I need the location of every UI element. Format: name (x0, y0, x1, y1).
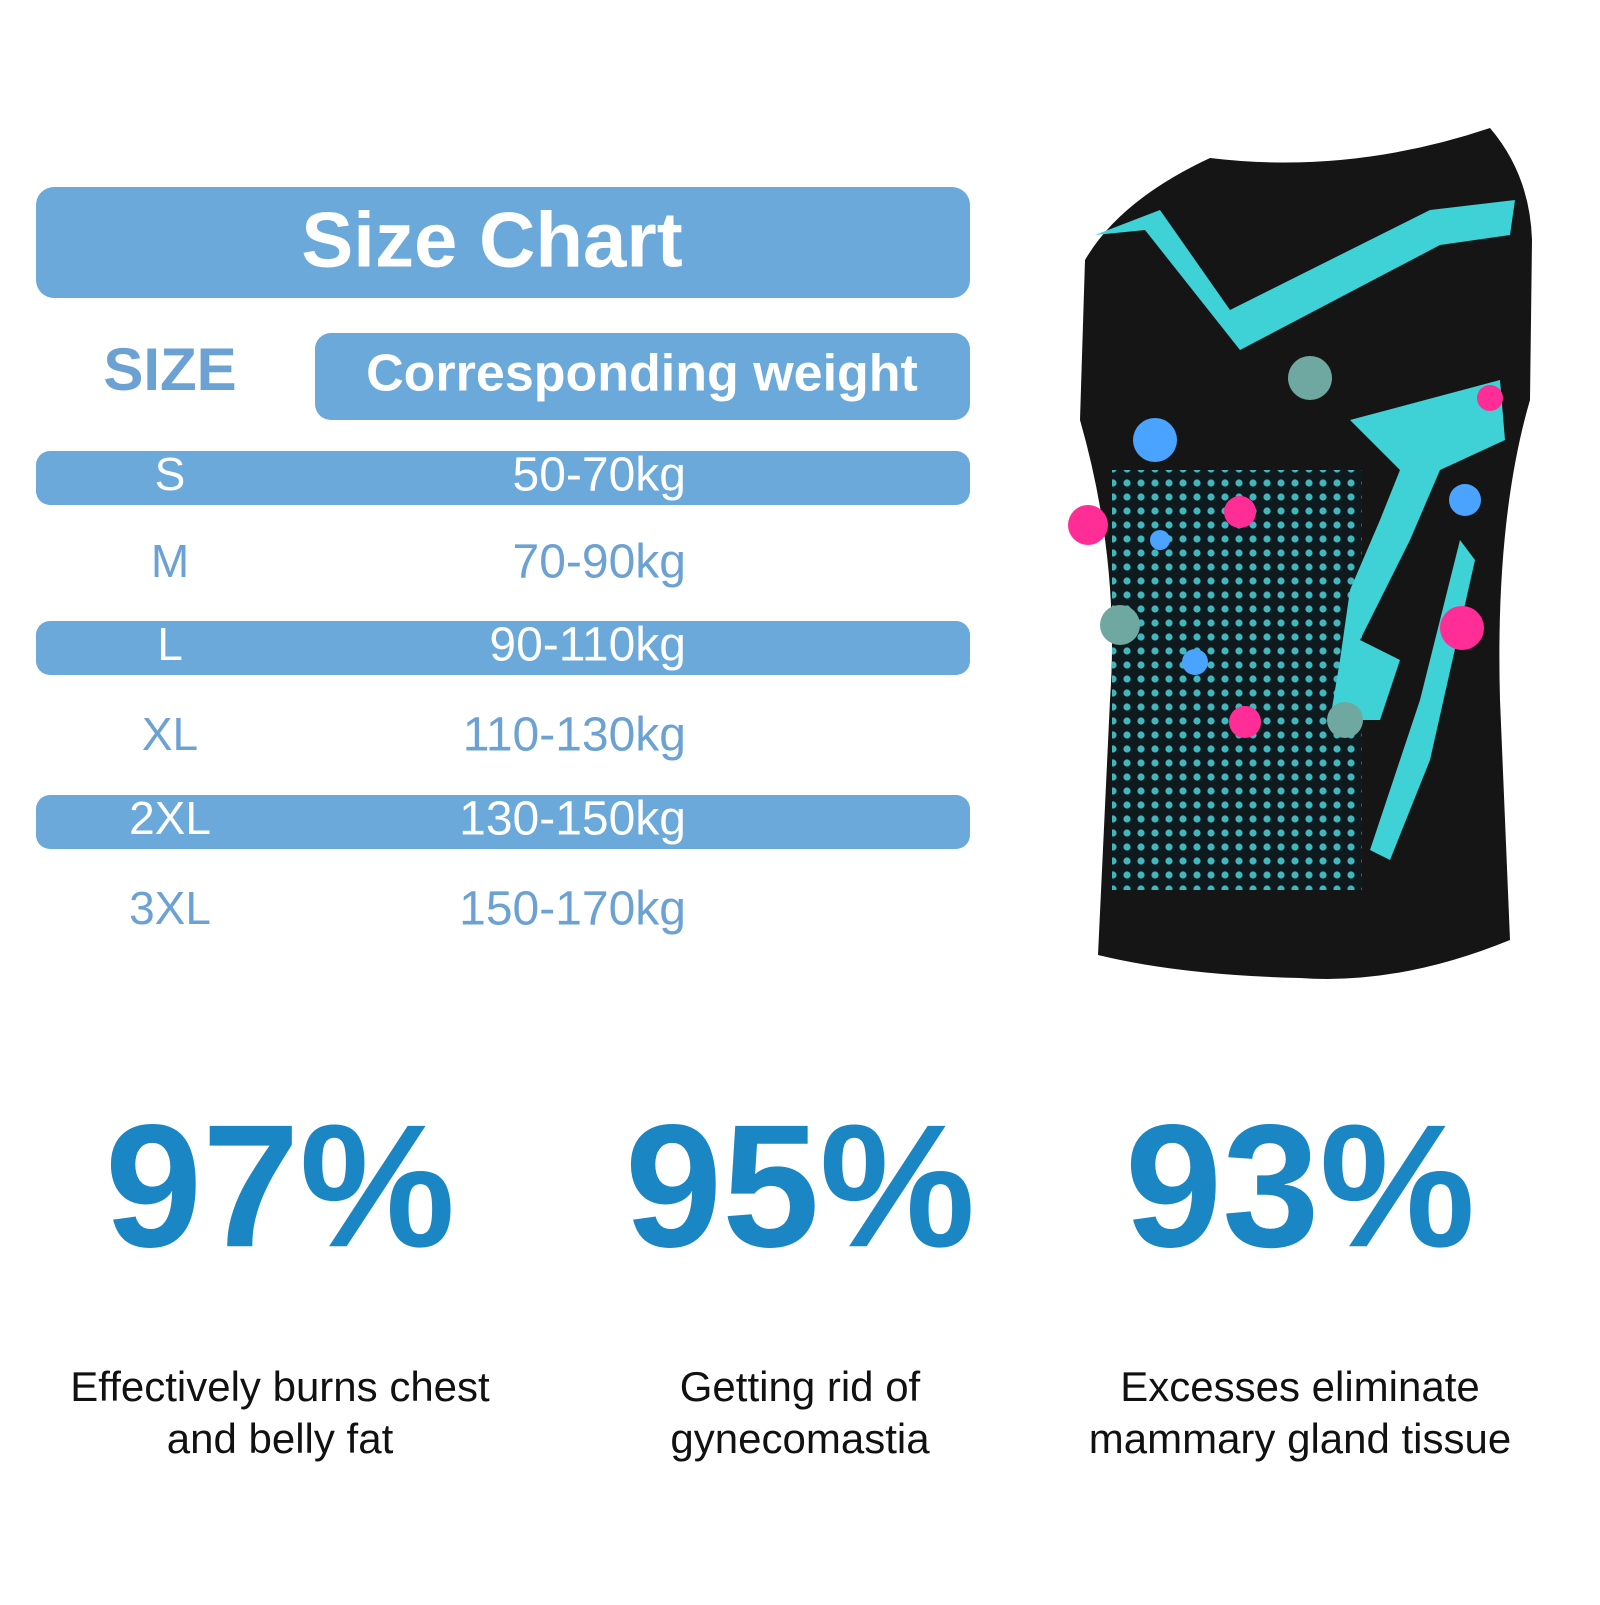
row-band (36, 621, 970, 675)
title-bar (36, 187, 970, 298)
size-rows: S 50-70kg M 70-90kg L 90-110kg XL 110-130kg 2XL 1… (36, 448, 970, 936)
stat-value: 97% (105, 1089, 455, 1284)
size-cell: 3XL (129, 882, 211, 934)
weight-cell: 70-90kg (513, 536, 686, 589)
stat-value: 95% (625, 1089, 975, 1284)
weight-cell: 150-170kg (459, 883, 686, 936)
row-band (36, 451, 970, 505)
size-cell: L (157, 618, 183, 670)
stat-caption: and belly fat (167, 1415, 394, 1462)
size-cell: 2XL (129, 792, 211, 844)
weight-cell: 110-130kg (463, 709, 686, 762)
stat-caption: mammary gland tissue (1089, 1415, 1511, 1462)
weight-cell: 50-70kg (513, 449, 686, 502)
size-cell: S (155, 448, 186, 500)
stat-caption: Excesses eliminate (1120, 1363, 1479, 1410)
size-cell: M (151, 535, 189, 587)
title: Size Chart (301, 196, 682, 284)
weight-cell: 130-150kg (459, 793, 686, 846)
column-header: Corresponding weight (366, 345, 918, 403)
weight-cell: 90-110kg (489, 619, 686, 672)
header-pill (315, 333, 970, 420)
stats: 97% Effectively burns chest and belly fat 9… (70, 1089, 1511, 1462)
stat-caption: gynecomastia (670, 1415, 930, 1462)
size-cell: XL (142, 708, 198, 760)
stat-caption: Getting rid of (680, 1363, 921, 1410)
stat-value: 93% (1125, 1089, 1475, 1284)
row-band (36, 795, 970, 849)
stat-caption: Effectively burns chest (70, 1363, 490, 1410)
vest-illustration (1068, 128, 1532, 979)
column-header: SIZE (103, 336, 236, 403)
